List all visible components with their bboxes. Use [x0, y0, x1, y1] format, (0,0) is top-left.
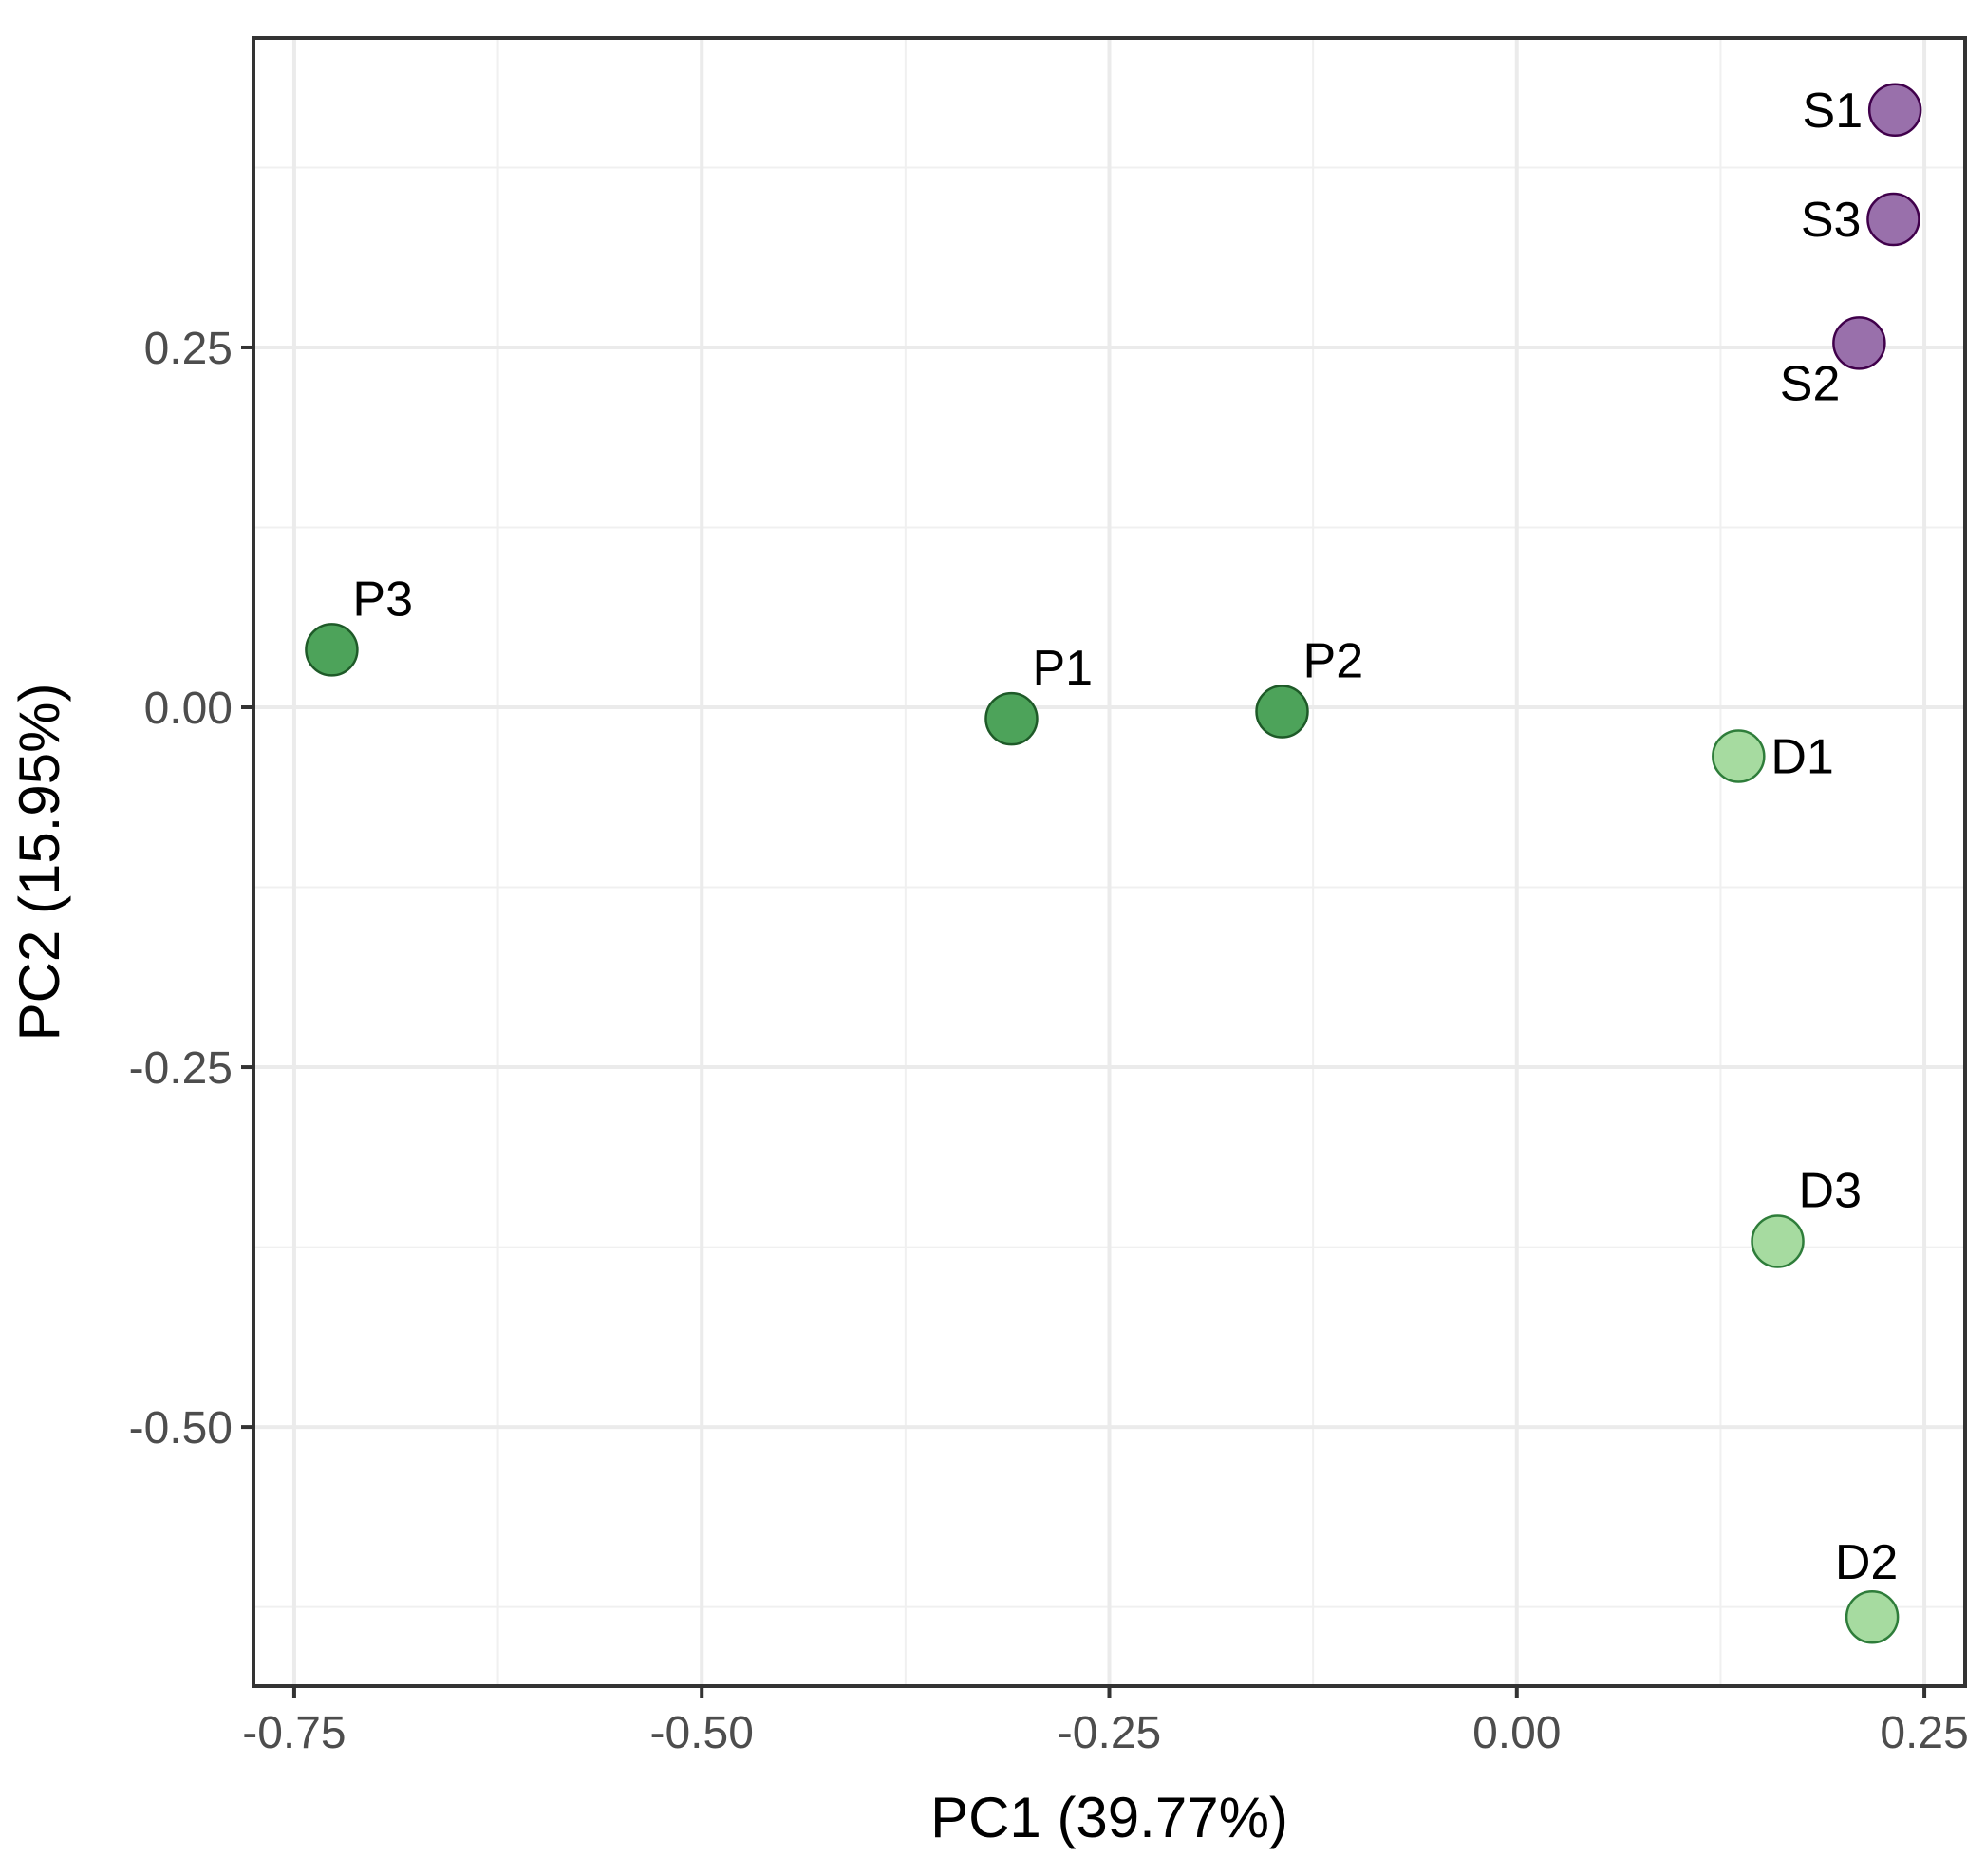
point-label-p1: P1 [1032, 641, 1093, 696]
y-tick-label: -0.50 [129, 1403, 233, 1454]
point-label-d1: D1 [1771, 730, 1833, 785]
point-p3 [305, 623, 359, 677]
point-p1 [984, 691, 1039, 746]
data-points [305, 83, 1922, 1644]
point-label-p3: P3 [352, 572, 413, 627]
x-tick-label: 0.00 [1472, 1708, 1561, 1758]
y-tick-label: 0.25 [144, 324, 233, 374]
y-axis-title: PC2 (15.95%) [8, 684, 71, 1041]
point-s2 [1832, 316, 1886, 370]
point-label-s3: S3 [1801, 193, 1862, 248]
x-tick-label: -0.75 [242, 1708, 346, 1758]
point-label-d2: D2 [1835, 1535, 1898, 1590]
y-tick-label: 0.00 [144, 684, 233, 734]
point-labels: S1 S3 S2 P3 P1 P2 D1 D3 D2 [352, 84, 1898, 1590]
point-p2 [1255, 685, 1309, 739]
point-s1 [1867, 83, 1922, 138]
point-label-s1: S1 [1803, 84, 1864, 139]
point-d1 [1712, 729, 1766, 783]
x-axis-title: PC1 (39.77%) [930, 1786, 1288, 1849]
x-axis-ticks: -0.75 -0.50 -0.25 0.00 0.25 [242, 1686, 1969, 1758]
y-tick-label: -0.25 [129, 1043, 233, 1094]
point-s3 [1866, 192, 1920, 247]
point-label-s2: S2 [1780, 356, 1841, 411]
point-label-p2: P2 [1303, 634, 1364, 689]
x-tick-label: -0.25 [1058, 1708, 1161, 1758]
y-axis-ticks: 0.25 0.00 -0.25 -0.50 [129, 324, 253, 1454]
x-tick-label: 0.25 [1880, 1708, 1968, 1758]
point-label-d3: D3 [1799, 1164, 1862, 1219]
major-gridlines [253, 38, 1965, 1686]
point-d2 [1845, 1589, 1900, 1644]
point-d3 [1751, 1214, 1805, 1268]
x-tick-label: -0.50 [650, 1708, 754, 1758]
